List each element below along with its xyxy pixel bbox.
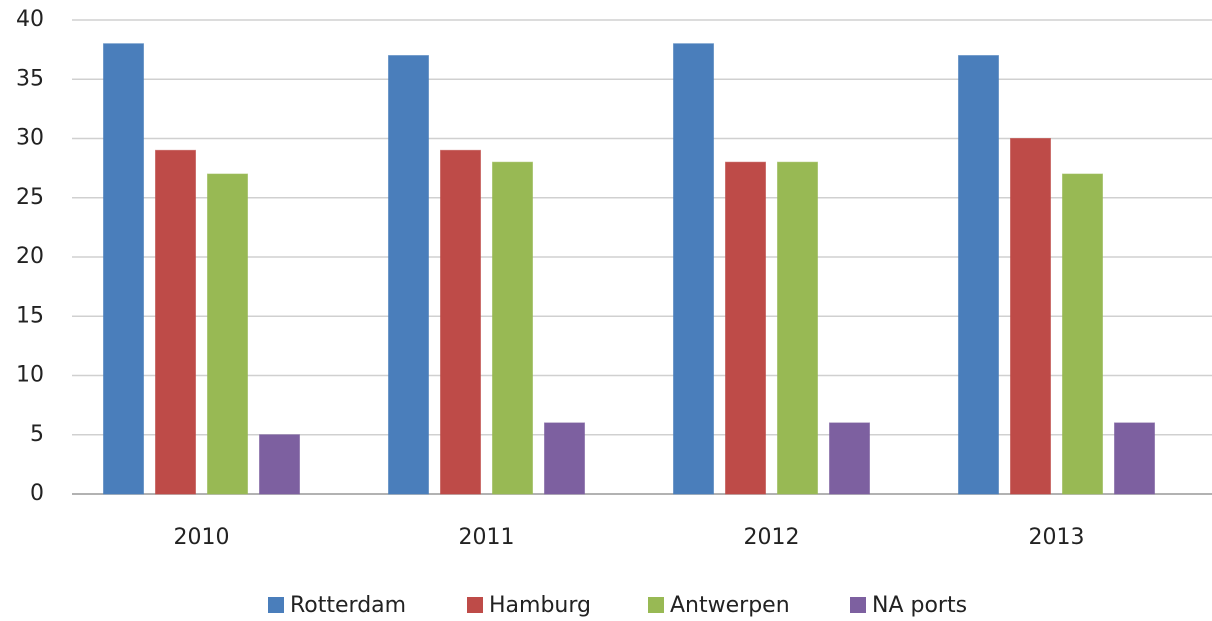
bar (388, 55, 429, 495)
bar (673, 43, 714, 495)
bar (492, 161, 533, 495)
legend-label: NA ports (872, 593, 967, 618)
legend-label: Hamburg (489, 593, 591, 618)
bar (440, 149, 481, 495)
legend-label: Antwerpen (670, 593, 790, 618)
bar (259, 434, 300, 495)
y-tick-label: 15 (16, 303, 44, 328)
bar (1062, 173, 1103, 495)
y-tick-label: 30 (16, 126, 44, 151)
y-tick-label: 0 (30, 481, 44, 506)
bar (958, 55, 999, 495)
bar (1114, 422, 1155, 495)
legend-swatch (467, 597, 483, 613)
legend-label: Rotterdam (290, 593, 406, 618)
x-tick-label: 2011 (459, 525, 515, 550)
y-tick-label: 10 (16, 363, 44, 388)
y-tick-label: 35 (16, 66, 44, 91)
y-tick-label: 5 (30, 422, 44, 447)
legend-swatch (648, 597, 664, 613)
bar (207, 173, 248, 495)
bar (544, 422, 585, 495)
y-tick-label: 40 (16, 7, 44, 32)
legend-swatch (850, 597, 866, 613)
y-tick-label: 20 (16, 244, 44, 269)
bar (103, 43, 144, 495)
bar (725, 161, 766, 495)
x-tick-label: 2012 (744, 525, 800, 550)
legend-swatch (268, 597, 284, 613)
y-tick-label: 25 (16, 185, 44, 210)
bar (155, 149, 196, 495)
x-tick-label: 2010 (174, 525, 230, 550)
x-tick-label: 2013 (1029, 525, 1085, 550)
bar (829, 422, 870, 495)
bar (777, 161, 818, 495)
bar (1010, 138, 1051, 495)
